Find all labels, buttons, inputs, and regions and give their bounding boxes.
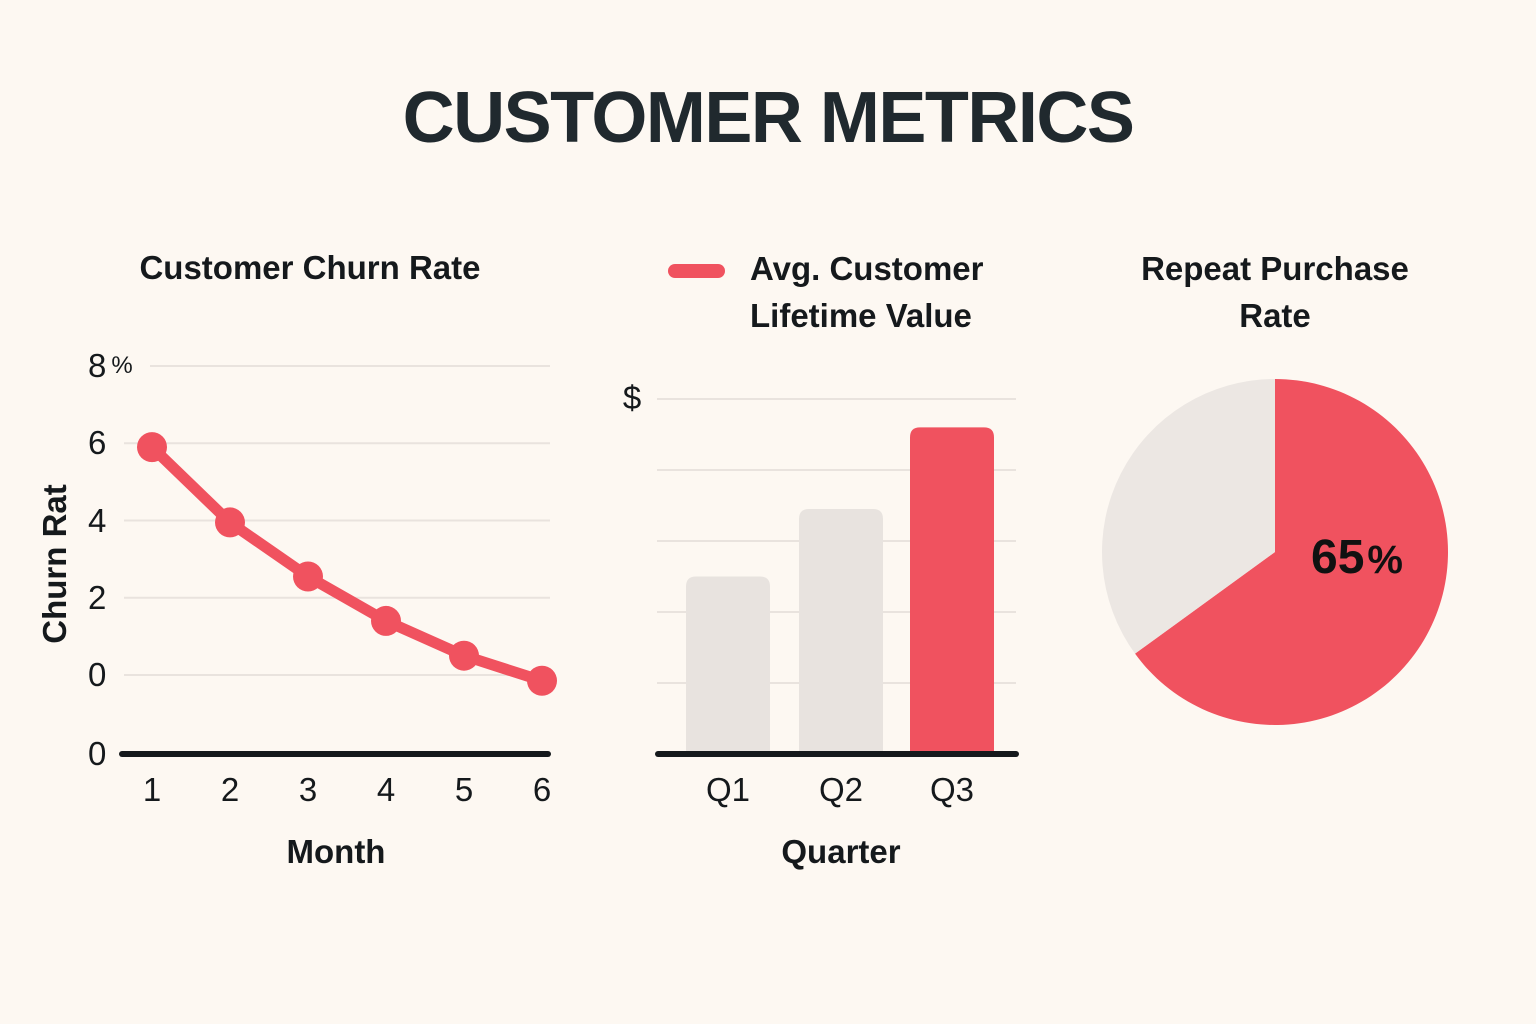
repeat-chart-title: Repeat Purchase Rate bbox=[1075, 245, 1475, 339]
legend-line-1: Avg. Customer bbox=[750, 250, 984, 287]
y-tick-value: 6 bbox=[88, 424, 107, 461]
y-tick-value: 8 bbox=[88, 347, 107, 384]
x-tick-month: 3 bbox=[298, 771, 318, 808]
y-tick: 0 bbox=[88, 653, 111, 701]
origin-tick: 0 bbox=[88, 735, 107, 772]
x-tick-month: 2 bbox=[220, 771, 240, 808]
x-tick-month: 1 bbox=[142, 771, 162, 808]
churn-x-axis-label: Month bbox=[286, 833, 386, 870]
churn-y-axis-label: Churn Rat bbox=[36, 484, 73, 644]
y-tick-value: 0 bbox=[88, 656, 107, 693]
y-tick: 4 bbox=[88, 499, 111, 547]
legend-line-2: Lifetime Value bbox=[750, 297, 972, 334]
page-title: CUSTOMER METRICS bbox=[402, 78, 1135, 158]
pie-slice-value: 65% bbox=[1255, 528, 1459, 590]
y-tick-value: 4 bbox=[88, 502, 107, 539]
churn-chart-title: Customer Churn Rate bbox=[139, 249, 481, 286]
y-tick: 2 bbox=[88, 576, 111, 624]
x-tick-quarter: Q1 bbox=[705, 771, 751, 808]
percent-suffix: % bbox=[111, 352, 133, 379]
y-tick: 6 bbox=[88, 421, 111, 469]
percent-suffix: % bbox=[1367, 538, 1403, 582]
dollar-axis-label: $ bbox=[622, 379, 642, 416]
legend-dash-icon bbox=[668, 264, 725, 278]
legend: Avg. Customer Lifetime Value bbox=[750, 245, 983, 339]
x-tick-quarter: Q3 bbox=[929, 771, 975, 808]
x-tick-month: 6 bbox=[532, 771, 552, 808]
x-tick-month: 4 bbox=[376, 771, 396, 808]
y-tick-value: 2 bbox=[88, 579, 107, 616]
repeat-title-line-2: Rate bbox=[1239, 297, 1311, 334]
y-tick: 8% bbox=[88, 344, 133, 392]
x-tick-quarter: Q2 bbox=[818, 771, 864, 808]
pie-value-number: 65 bbox=[1311, 531, 1365, 584]
clv-x-axis-label: Quarter bbox=[781, 833, 901, 870]
x-tick-month: 5 bbox=[454, 771, 474, 808]
repeat-title-line-1: Repeat Purchase bbox=[1141, 250, 1409, 287]
